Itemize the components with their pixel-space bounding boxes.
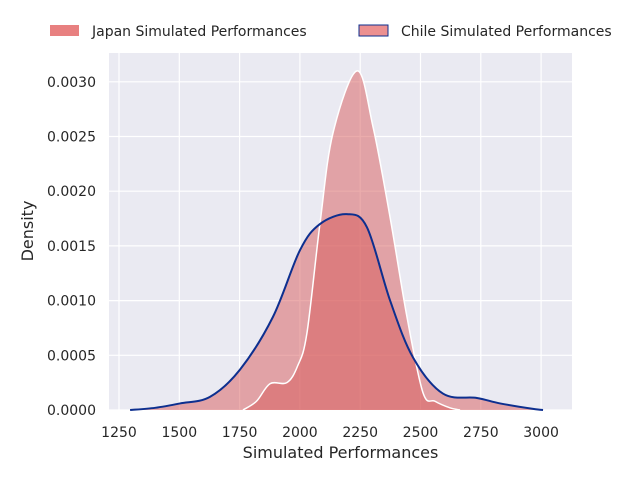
y-tick-label: 0.0025 [47, 130, 96, 146]
y-ticks: 0.0000 0.0005 0.0010 0.0015 0.0020 0.0025 0.00… [47, 75, 96, 419]
x-tick-label: 2750 [463, 425, 499, 441]
x-axis-label: Simulated Performances [243, 443, 439, 462]
y-tick-label: 0.0030 [47, 75, 96, 91]
x-tick-label: 1250 [101, 425, 137, 441]
y-tick-label: 0.0015 [47, 239, 96, 255]
x-tick-label: 1500 [161, 425, 197, 441]
y-axis-label: Density [18, 201, 37, 262]
legend: Japan Simulated Performances Chile Simul… [50, 24, 612, 40]
legend-label-chile: Chile Simulated Performances [401, 24, 612, 40]
legend-swatch-chile [358, 24, 389, 37]
x-ticks: 1250 1500 1750 2000 2250 2500 2750 3000 [101, 425, 559, 441]
x-tick-label: 1750 [222, 425, 258, 441]
japan-density-line [242, 70, 461, 411]
x-tick-label: 3000 [523, 425, 559, 441]
y-tick-label: 0.0020 [47, 184, 96, 200]
x-tick-label: 2000 [282, 425, 318, 441]
legend-swatch-japan [50, 25, 79, 36]
y-tick-label: 0.0000 [47, 403, 96, 419]
legend-label-japan: Japan Simulated Performances [91, 24, 307, 40]
density-areas [130, 70, 544, 411]
x-tick-label: 2500 [403, 425, 439, 441]
chile-density-line [130, 213, 544, 411]
y-tick-label: 0.0010 [47, 294, 96, 310]
y-tick-label: 0.0005 [47, 348, 96, 364]
x-tick-label: 2250 [342, 425, 378, 441]
chile-density-fill [130, 214, 544, 410]
